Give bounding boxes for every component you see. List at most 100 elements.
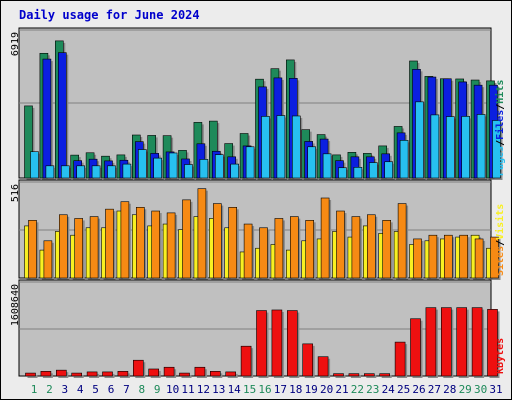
kbytes-bar-day-13 [210,371,221,377]
kbytes-bar-day-11-shadow [181,375,192,378]
kbytes-bar-day-10 [163,366,175,377]
pages-bar-day-19 [307,146,317,179]
day-tick-label-31: 31 [489,383,502,396]
pages-bar-day-24 [384,161,394,179]
sites-bar-day-29 [459,234,469,279]
kbytes-bar-day-21-shadow [335,375,346,378]
hits-files-pages-legend-separator: / [495,104,506,110]
kbytes-panel: 1608640 KBytes [10,279,506,378]
sites-bar-day-12 [197,188,207,279]
sites-bar-day-27 [428,234,438,279]
kbytes-bar-day-14 [225,371,236,377]
day-tick-label-21: 21 [335,383,348,396]
sites-bar-day-4 [74,218,83,279]
day-tick-label-30: 30 [474,383,487,396]
pages-bar-day-17 [276,115,286,179]
day-tick-label-2: 2 [46,383,53,396]
day-tick-label-1: 1 [31,383,38,396]
sites-bar-day-31 [490,236,499,279]
kbytes-bar-day-20 [317,356,329,377]
pages-bar-day-4 [76,165,85,179]
sites-bar-day-19 [305,220,315,279]
day-tick-label-27: 27 [428,383,441,396]
sites-bar-day-21 [336,210,345,279]
pages-bar-day-14 [230,163,239,179]
pages-bar-day-26 [415,101,424,179]
kbytes-bar-day-28 [440,307,452,377]
sites-bar-day-7 [120,201,130,279]
day-tick-label-22: 22 [351,383,364,396]
sites-bar-day-6 [105,208,114,279]
day-tick-label-11: 11 [181,383,194,396]
kbytes-bar-day-18 [286,310,298,377]
pages-bar-day-15 [245,146,255,179]
pages-bar-day-3 [60,165,70,179]
day-tick-label-6: 6 [108,383,115,396]
kbytes-bar-day-16 [256,310,267,377]
pages-bar-day-12 [199,159,209,179]
day-tick-label-7: 7 [123,383,130,396]
kbytes-bar-day-8 [133,359,144,377]
sites-bar-day-10 [166,212,176,279]
pages-bar-day-23 [368,162,378,179]
day-tick-label-4: 4 [77,383,84,396]
sites-bar-day-23 [366,214,376,279]
pages-bar-day-6 [107,165,116,179]
day-tick-label-5: 5 [92,383,99,396]
sites-bar-day-20 [320,197,330,279]
kbytes-bar-day-11 [179,372,190,377]
pages-bar-day-8 [138,149,147,179]
kbytes-bar-day-17 [271,309,283,377]
kbytes-bar-day-23 [363,373,375,377]
visits-sites-legend-sites: Sites [494,246,506,276]
day-tick-label-12: 12 [197,383,210,396]
pages-bar-day-25 [399,140,409,179]
kbytes-bar-day-5 [86,371,98,377]
sites-bar-day-22 [351,216,361,279]
kbytes-bar-day-19 [302,343,314,377]
kbytes-bar-day-2 [40,371,52,377]
pages-bar-day-27 [430,114,440,179]
hits-files-pages-legend: Pages/Files/Hits [494,80,506,176]
day-tick-label-17: 17 [274,383,287,396]
kbytes-bar-day-9 [148,368,159,377]
day-tick-label-23: 23 [366,383,379,396]
hits-files-pages-legend-separator: / [495,140,506,146]
kbytes-ymax-label: 1608640 [10,284,21,326]
kbytes-legend-kbytes: KBytes [495,338,506,374]
day-tick-label-10: 10 [166,383,179,396]
day-tick-label-3: 3 [61,383,68,396]
kbytes-bar-day-1 [25,372,36,377]
kbytes-bar-day-6 [102,371,113,377]
day-tick-label-19: 19 [305,383,318,396]
pages-bar-day-5 [91,165,101,179]
kbytes-bar-day-12 [194,366,206,377]
sites-bar-day-11 [182,199,191,279]
sites-bar-day-9 [151,210,160,279]
pages-bar-day-31 [492,120,501,179]
sites-bar-day-28 [443,234,453,279]
kbytes-bar-day-27 [425,307,437,377]
sites-bar-day-26 [413,238,422,279]
files-bar-day-3 [57,52,67,179]
day-tick-label-20: 20 [320,383,333,396]
day-tick-label-24: 24 [382,383,396,396]
kbytes-bar-day-7 [117,371,129,377]
day-tick-label-13: 13 [212,383,225,396]
pages-bar-day-28 [445,116,455,179]
visits-sites-legend-visits: Visits [494,204,506,240]
pages-bar-day-10 [168,152,178,179]
sites-bar-day-30 [474,238,484,279]
kbytes-bar-day-22 [348,373,360,377]
pages-bar-day-7 [122,163,132,179]
kbytes-bar-day-26 [410,318,421,377]
day-tick-label-29: 29 [459,383,472,396]
visits-sites-legend: Sites/Visits [494,204,506,276]
pages-bar-day-18 [291,115,301,179]
pages-bar-day-29 [461,116,471,179]
pages-bar-day-16 [261,116,270,179]
kbytes-bar-day-30 [471,307,483,377]
pages-bar-day-21 [338,167,347,179]
day-tick-label-8: 8 [138,383,145,396]
